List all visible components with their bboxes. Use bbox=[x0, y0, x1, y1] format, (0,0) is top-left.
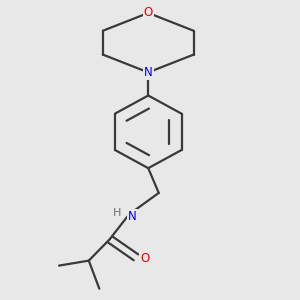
Text: O: O bbox=[144, 6, 153, 20]
Text: O: O bbox=[140, 252, 149, 265]
Text: N: N bbox=[144, 66, 153, 79]
Text: H: H bbox=[112, 208, 121, 218]
Text: N: N bbox=[128, 209, 137, 223]
